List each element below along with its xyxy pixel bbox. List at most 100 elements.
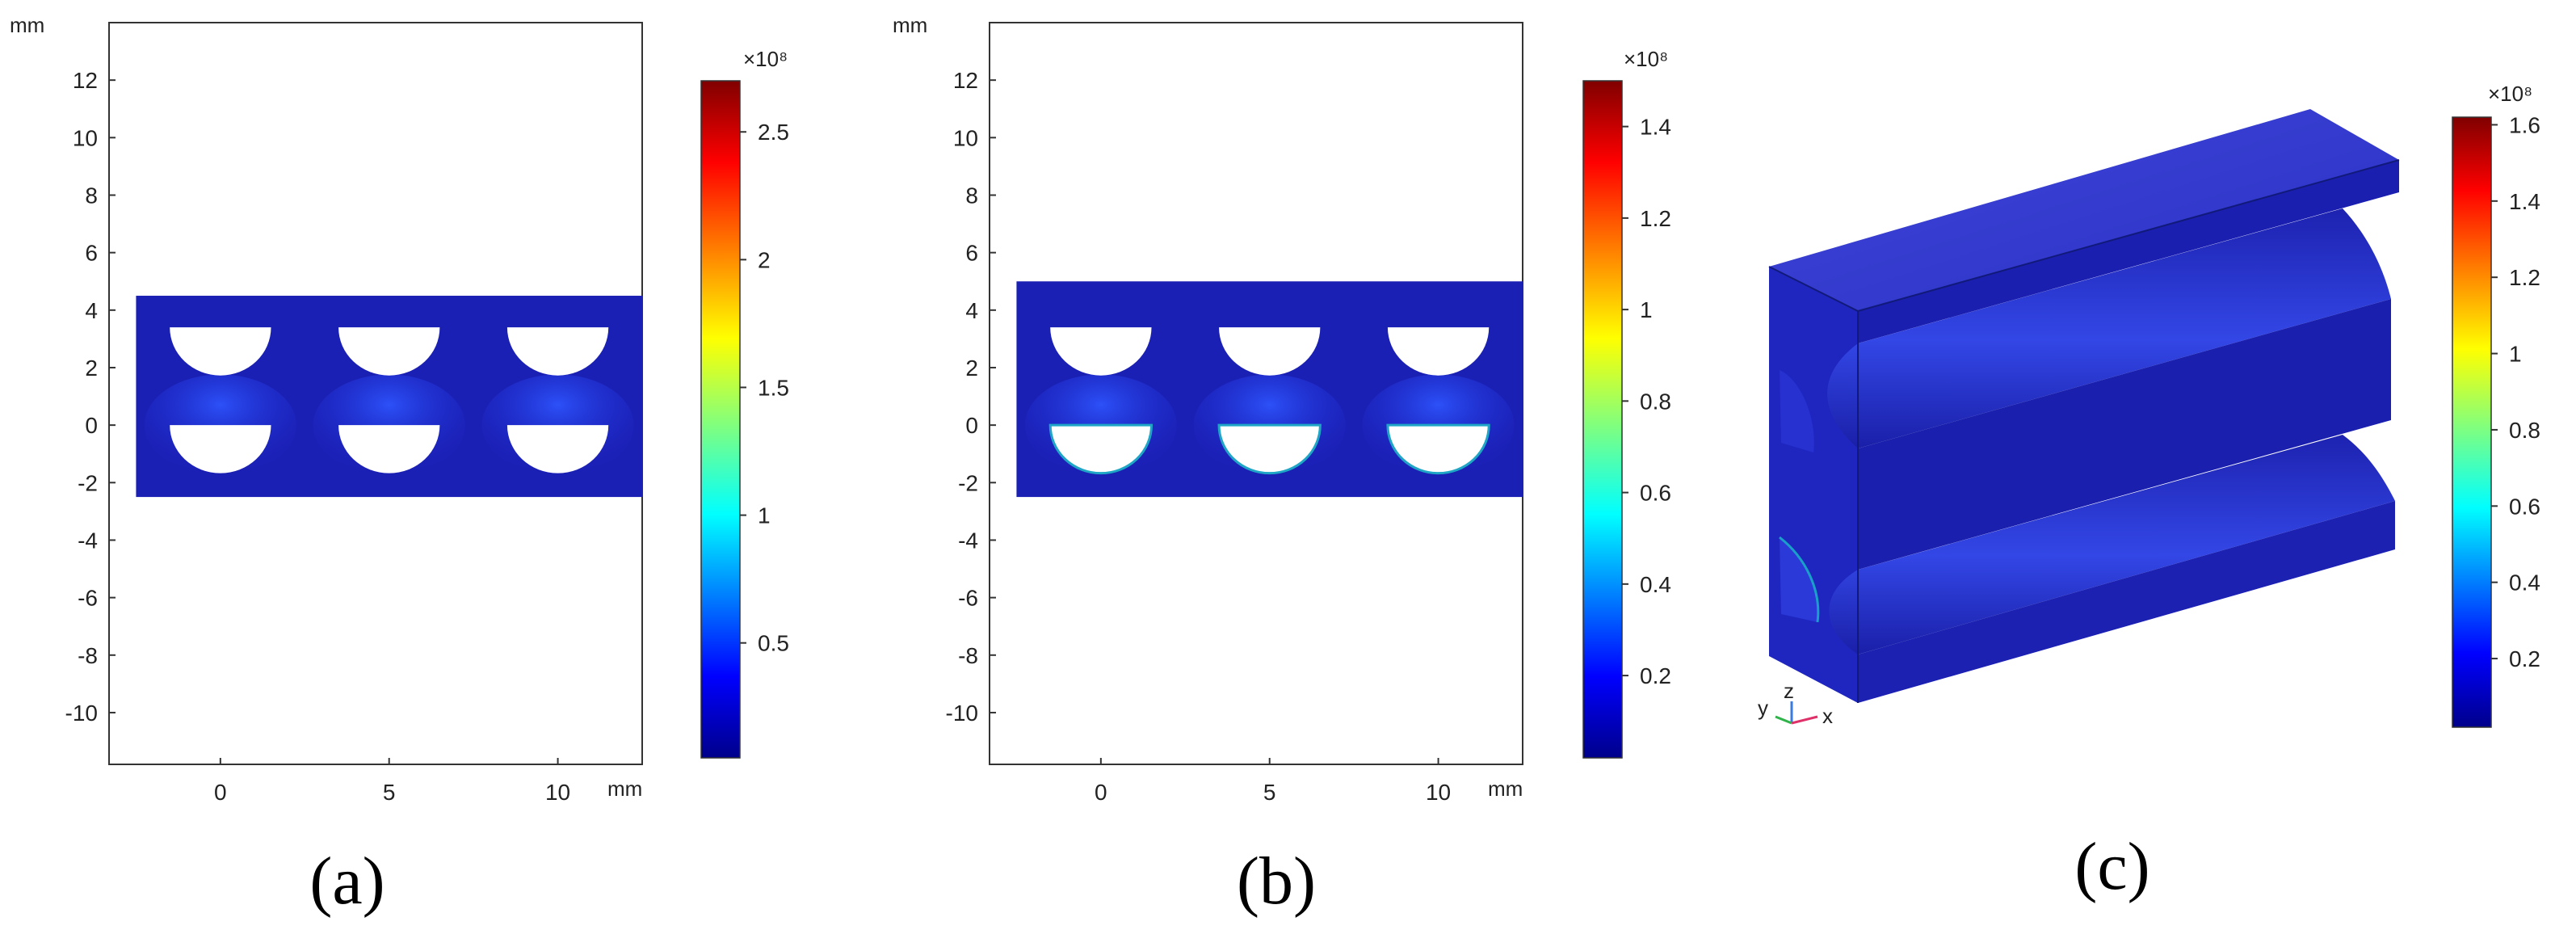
panel-c-top-face <box>1769 109 2399 311</box>
y-tick-label: 12 <box>953 68 978 93</box>
triad-y-label: y <box>1758 696 1768 720</box>
x-tick-label: 10 <box>1426 780 1451 805</box>
panel-c-end-cutout-upper <box>1780 370 1814 452</box>
y-tick-label: 10 <box>953 125 978 150</box>
hole-lower <box>1217 423 1322 475</box>
colorbar-tick-label: 1.4 <box>1640 115 1671 140</box>
colorbar-tick-label: 2 <box>758 247 771 272</box>
colorbar-tick-label: 0.5 <box>758 631 789 656</box>
panel-b-y-unit: mm <box>893 13 927 37</box>
colorbar-tick-label: 0.8 <box>2509 418 2540 443</box>
y-tick-label: 2 <box>965 356 978 381</box>
x-tick-label: 0 <box>1095 780 1107 805</box>
panel-c: y z x ×10⁸ 1.6 1.4 1.2 1 0.8 0.6 0.4 0.2 (c) <box>1758 82 2540 904</box>
x-tick-label: 5 <box>383 780 396 805</box>
colorbar-tick-label: 2.5 <box>758 120 789 145</box>
panel-b-x-unit: mm <box>1488 776 1523 801</box>
y-tick-label: 4 <box>965 298 978 323</box>
hole-lower <box>506 425 609 473</box>
panel-c-colorbar-multiplier: ×10⁸ <box>2488 82 2532 106</box>
panel-c-front-top-band <box>1858 160 2399 343</box>
y-tick-label: -6 <box>78 586 98 611</box>
y-tick-label: -8 <box>958 643 978 668</box>
panel-b-colorbar-multiplier: ×10⁸ <box>1624 47 1668 71</box>
y-tick-label: 0 <box>85 413 98 438</box>
hole-lower <box>170 425 271 473</box>
colorbar-tick-label: 0.4 <box>1640 572 1671 597</box>
colorbar-tick-label: 1.6 <box>2509 112 2540 137</box>
colorbar-tick-label: 0.6 <box>2509 494 2540 519</box>
panel-a-colorbar-ticks: 2.5 2 1.5 1 0.5 <box>740 120 789 656</box>
panel-a-caption: (a) <box>309 844 385 919</box>
panel-a-x-axis: 0 5 10 <box>214 758 570 805</box>
y-tick-label: 10 <box>73 125 98 150</box>
panel-b-x-axis: 0 5 10 <box>1095 758 1451 805</box>
colorbar-tick-label: 1.5 <box>758 375 789 400</box>
panel-b-colorbar-ticks: 1.4 1.2 1 0.8 0.6 0.4 0.2 <box>1622 115 1671 688</box>
y-tick-label: -4 <box>958 528 978 553</box>
hole-lower <box>338 425 440 473</box>
hole-lower <box>1386 423 1490 475</box>
panel-c-middle-band <box>1858 299 2391 570</box>
colorbar-tick-label: 0.8 <box>1640 389 1671 414</box>
panel-a-stress-field <box>136 296 642 498</box>
y-tick-label: 4 <box>85 298 98 323</box>
y-tick-label: 2 <box>85 356 98 381</box>
triad-x-label: x <box>1822 704 1833 728</box>
colorbar-tick-label: 0.6 <box>1640 481 1671 506</box>
y-tick-label: -10 <box>946 701 978 726</box>
hole-upper <box>170 327 271 376</box>
triad-z-label: z <box>1784 679 1794 703</box>
hole-upper <box>1219 327 1321 376</box>
colorbar-tick-label: 1 <box>1640 297 1653 322</box>
panel-c-end-cutout-edge <box>1779 536 1820 623</box>
hole-upper <box>506 327 609 376</box>
x-axis-arrow <box>1791 715 1818 725</box>
panel-c-colorbar-ticks: 1.6 1.4 1.2 1 0.8 0.6 0.4 0.2 <box>2491 112 2540 671</box>
panel-b-caption: (b) <box>1237 844 1316 919</box>
panel-c-upper-groove <box>1827 208 2391 448</box>
colorbar-tick-label: 1.2 <box>2509 265 2540 290</box>
hole-upper <box>338 327 440 376</box>
y-tick-label: -2 <box>78 470 98 495</box>
panel-a-y-unit: mm <box>10 13 44 37</box>
panel-b-y-axis: 12 10 8 6 4 2 0 -2 -4 -6 -8 -10 <box>946 68 996 726</box>
y-tick-label: -6 <box>958 586 978 611</box>
colorbar-tick-label: 0.2 <box>1640 663 1671 688</box>
colorbar-tick-label: 1.2 <box>1640 206 1671 231</box>
y-tick-label: 6 <box>965 241 978 266</box>
panel-a-colorbar <box>700 80 741 759</box>
panel-b-colorbar <box>1582 80 1623 759</box>
y-tick-label: -10 <box>65 701 98 726</box>
colorbar-tick-label: 1.4 <box>2509 189 2540 214</box>
panel-c-3d-model <box>1768 109 2400 703</box>
panel-c-end-cutout-lower <box>1780 537 1818 622</box>
y-tick-label: 8 <box>85 183 98 208</box>
x-tick-label: 10 <box>545 780 570 805</box>
panel-c-lower-groove <box>1829 435 2395 654</box>
panel-c-caption: (c) <box>2074 829 2149 904</box>
y-tick-label: 0 <box>965 413 978 438</box>
panel-c-bottom-band <box>1858 501 2395 703</box>
panel-b-stress-field <box>1016 281 1523 498</box>
colorbar-tick-label: 0.2 <box>2509 646 2540 671</box>
panel-a-colorbar-multiplier: ×10⁸ <box>743 47 788 71</box>
y-tick-label: -4 <box>78 528 98 553</box>
y-tick-label: -2 <box>958 470 978 495</box>
colorbar-tick-label: 0.4 <box>2509 570 2540 595</box>
hole-upper <box>1387 327 1490 376</box>
x-tick-label: 0 <box>214 780 227 805</box>
panel-a-y-axis: 12 10 8 6 4 2 0 -2 -4 -6 -8 -10 <box>65 68 116 726</box>
hole-lower <box>1048 423 1154 475</box>
panel-c-axis-triad: y z x <box>1758 679 1833 728</box>
y-tick-label: 12 <box>73 68 98 93</box>
hole-upper <box>1050 327 1152 376</box>
colorbar-tick-label: 1 <box>2509 342 2522 367</box>
y-tick-label: -8 <box>78 643 98 668</box>
y-tick-label: 8 <box>965 183 978 208</box>
panel-a-x-unit: mm <box>607 776 642 801</box>
panel-b: mm 12 10 8 6 4 2 0 -2 -4 -6 -8 -10 0 5 10 mm ×10⁸ 1.4… <box>893 13 1671 919</box>
x-tick-label: 5 <box>1263 780 1276 805</box>
